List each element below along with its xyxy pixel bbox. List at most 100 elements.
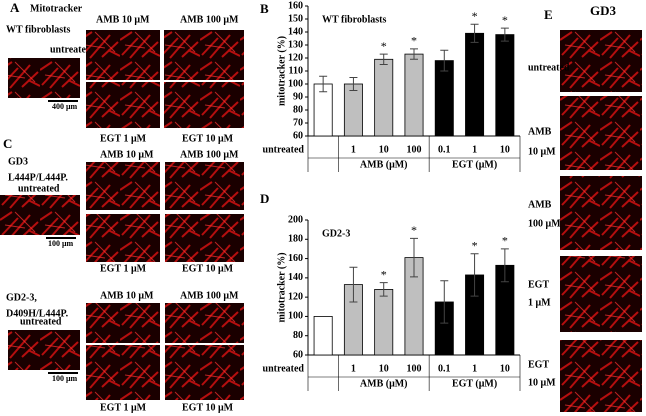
x-tick-label: untreated <box>263 363 305 374</box>
y-tick-label: 200 <box>288 214 303 225</box>
error-bar <box>440 280 449 324</box>
image-label: untreated <box>18 183 60 194</box>
y-tick-label: 110 <box>289 65 303 76</box>
scale-label: 400 μm <box>52 102 78 111</box>
y-tick-label: 60 <box>293 349 303 360</box>
cell-line: WT fibroblasts <box>6 24 70 35</box>
y-tick-label: 100 <box>288 311 303 322</box>
micrograph <box>8 58 80 98</box>
group-label: AMB (μM) <box>360 378 408 389</box>
x-tick-label: untreated <box>263 144 305 155</box>
image-label: 100 μM <box>528 218 561 229</box>
error-bar <box>349 77 358 91</box>
y-tick-label: 130 <box>288 39 303 50</box>
error-bar <box>379 282 388 297</box>
image-label: EGT 10 μM <box>182 133 234 144</box>
y-tick-label: 160 <box>288 253 303 264</box>
chart-title: GD2-3 <box>322 228 350 239</box>
panel-letter: C <box>3 136 12 151</box>
x-tick-label: 0.1 <box>438 363 451 374</box>
y-tick-label: 150 <box>288 13 303 24</box>
x-tick-label: 1 <box>351 363 356 374</box>
x-tick-label: 0.1 <box>438 144 451 155</box>
bar <box>343 83 363 137</box>
group-label: EGT (μM) <box>452 378 497 389</box>
error-bar <box>379 53 388 65</box>
x-tick-label: 1 <box>351 144 356 155</box>
micrograph <box>164 30 244 80</box>
x-tick-label: 1 <box>472 363 477 374</box>
x-tick-label: 10 <box>500 144 510 155</box>
micrograph <box>165 214 244 262</box>
micrograph <box>165 303 244 343</box>
y-tick-label: 90 <box>293 91 303 102</box>
image-label: EGT <box>528 279 549 290</box>
significance: * <box>411 34 417 48</box>
micrograph <box>560 30 642 92</box>
image-label: EGT 1 μM <box>100 133 147 144</box>
micrograph <box>0 195 80 235</box>
bar <box>374 289 394 356</box>
image-label: untreated <box>528 62 570 73</box>
significance: * <box>502 13 508 27</box>
y-tick-label: 100 <box>288 78 303 89</box>
micrograph <box>86 30 160 80</box>
x-tick-label: 10 <box>379 363 389 374</box>
significance: * <box>381 267 387 281</box>
error-bar <box>500 248 509 283</box>
panel-letter: A <box>10 0 20 15</box>
image-label: untreated <box>20 316 62 327</box>
micrograph <box>165 162 244 210</box>
micrograph <box>86 162 160 210</box>
image-label: EGT <box>528 359 549 370</box>
group-label: EGT (μM) <box>452 159 497 170</box>
image-label: EGT 10 μM <box>182 402 234 413</box>
image-label: EGT 10 μM <box>182 263 234 274</box>
genotype: L444P/L444P. <box>8 172 68 183</box>
x-tick-label: 1 <box>472 144 477 155</box>
significance: * <box>472 9 478 23</box>
error-bar <box>410 237 418 278</box>
chart-title: WT fibroblasts <box>322 14 386 25</box>
micrograph <box>560 256 642 332</box>
y-axis-label: mitotracker (%) <box>276 36 287 106</box>
image-label: AMB <box>528 126 552 137</box>
panel-title: Mitotracker <box>30 3 83 14</box>
image-label: EGT 1 μM <box>100 263 147 274</box>
x-tick-label: 100 <box>407 363 422 374</box>
image-label: AMB 10 μM <box>96 14 150 25</box>
image-label: 10 μM <box>528 146 556 157</box>
y-tick-label: 80 <box>293 330 303 341</box>
panel-title: GD3 <box>590 3 617 18</box>
image-label: AMB <box>528 199 552 210</box>
y-tick-label: 80 <box>293 104 303 115</box>
y-tick-label: 140 <box>288 272 303 283</box>
error-bar <box>470 23 479 43</box>
significance: * <box>502 234 508 248</box>
significance: * <box>381 39 387 53</box>
error-bar <box>440 49 449 72</box>
significance: * <box>472 239 478 253</box>
y-tick-label: 70 <box>293 117 303 128</box>
cell-line: GD3 <box>8 156 28 167</box>
micrograph <box>165 345 244 400</box>
micrograph <box>86 345 160 400</box>
error-bar <box>470 253 479 297</box>
bar <box>374 58 394 137</box>
image-label: EGT 1 μM <box>100 402 147 413</box>
error-bar <box>319 75 328 93</box>
bar <box>495 34 515 137</box>
image-label: AMB 10 μM <box>100 290 154 301</box>
image-label: 10 μM <box>528 377 556 388</box>
scale-label: 100 μm <box>48 239 74 248</box>
bar <box>313 316 333 356</box>
image-label: untreated <box>50 44 92 55</box>
error-bar <box>500 27 509 42</box>
cell-line: GD2-3, <box>6 292 37 303</box>
image-label: AMB 100 μM <box>180 14 239 25</box>
image-label: 1 μM <box>528 297 551 308</box>
y-tick-label: 120 <box>288 291 303 302</box>
image-label: AMB 100 μM <box>180 149 239 160</box>
y-axis-label: mitotracker (%) <box>276 252 287 322</box>
